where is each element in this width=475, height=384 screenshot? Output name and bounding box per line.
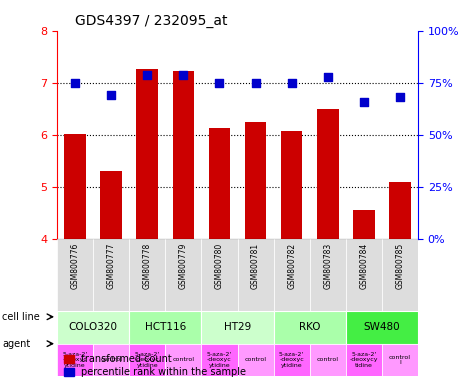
Bar (353, 210, 375, 239)
Legend: transformed count, percentile rank within the sample: transformed count, percentile rank withi… (62, 353, 248, 379)
FancyBboxPatch shape (201, 239, 238, 311)
Text: 5-aza-2'
-deoxyc
ytidine: 5-aza-2' -deoxyc ytidine (207, 352, 232, 368)
FancyBboxPatch shape (238, 239, 274, 311)
Text: GSM800776: GSM800776 (71, 243, 79, 289)
FancyBboxPatch shape (274, 344, 310, 376)
FancyBboxPatch shape (310, 239, 346, 311)
Text: HCT116: HCT116 (145, 322, 186, 332)
Bar (64, 134, 86, 239)
Bar (317, 109, 339, 239)
Text: GSM800785: GSM800785 (396, 243, 404, 289)
Text: GSM800781: GSM800781 (251, 243, 260, 289)
Text: 5-aza-2'
-deoxycy
tidine: 5-aza-2' -deoxycy tidine (350, 352, 378, 368)
Point (71, 80, 79, 86)
Text: GSM800779: GSM800779 (179, 243, 188, 289)
Point (288, 80, 295, 86)
Point (324, 73, 332, 79)
FancyBboxPatch shape (129, 344, 165, 376)
Bar (100, 171, 122, 239)
FancyBboxPatch shape (93, 239, 129, 311)
Bar (281, 131, 303, 239)
FancyBboxPatch shape (57, 344, 93, 376)
FancyBboxPatch shape (129, 239, 165, 311)
Text: cell line: cell line (2, 312, 40, 322)
FancyBboxPatch shape (201, 344, 238, 376)
FancyBboxPatch shape (165, 344, 201, 376)
Text: GSM800783: GSM800783 (323, 243, 332, 289)
Point (143, 71, 151, 78)
Text: GSM800778: GSM800778 (143, 243, 152, 289)
Bar (136, 69, 158, 239)
Bar (209, 128, 230, 239)
Text: 5-aza-2'
-deoxyc
ytidine: 5-aza-2' -deoxyc ytidine (279, 352, 304, 368)
Text: RKO: RKO (299, 322, 321, 332)
Bar (172, 71, 194, 239)
FancyBboxPatch shape (346, 311, 418, 344)
FancyBboxPatch shape (57, 311, 129, 344)
FancyBboxPatch shape (382, 239, 418, 311)
FancyBboxPatch shape (165, 239, 201, 311)
Text: control: control (172, 358, 194, 362)
Text: control: control (245, 358, 266, 362)
FancyBboxPatch shape (201, 311, 274, 344)
FancyBboxPatch shape (129, 311, 201, 344)
Bar (245, 122, 266, 239)
Text: 5-aza-2'
-deoxyc
ytidine: 5-aza-2' -deoxyc ytidine (134, 352, 160, 368)
Point (107, 92, 115, 98)
Text: control: control (100, 358, 122, 362)
Point (360, 99, 368, 105)
FancyBboxPatch shape (382, 344, 418, 376)
Point (216, 80, 223, 86)
Text: GSM800782: GSM800782 (287, 243, 296, 289)
Point (180, 71, 187, 78)
FancyBboxPatch shape (238, 344, 274, 376)
FancyBboxPatch shape (310, 344, 346, 376)
Point (252, 80, 259, 86)
Text: control: control (317, 358, 339, 362)
Text: GDS4397 / 232095_at: GDS4397 / 232095_at (75, 14, 228, 28)
Text: GSM800777: GSM800777 (107, 243, 115, 289)
FancyBboxPatch shape (274, 311, 346, 344)
Point (396, 94, 404, 101)
Text: HT29: HT29 (224, 322, 251, 332)
Text: agent: agent (2, 339, 30, 349)
Text: SW480: SW480 (363, 322, 400, 332)
Text: GSM800784: GSM800784 (360, 243, 368, 289)
Text: COLO320: COLO320 (68, 322, 118, 332)
Text: control
l: control l (389, 354, 411, 365)
Text: 5-aza-2'
-deoxyc
ytidine: 5-aza-2' -deoxyc ytidine (62, 352, 88, 368)
FancyBboxPatch shape (57, 239, 93, 311)
FancyBboxPatch shape (274, 239, 310, 311)
FancyBboxPatch shape (93, 344, 129, 376)
Text: GSM800780: GSM800780 (215, 243, 224, 289)
FancyBboxPatch shape (346, 344, 382, 376)
FancyBboxPatch shape (346, 239, 382, 311)
Bar (389, 182, 411, 239)
